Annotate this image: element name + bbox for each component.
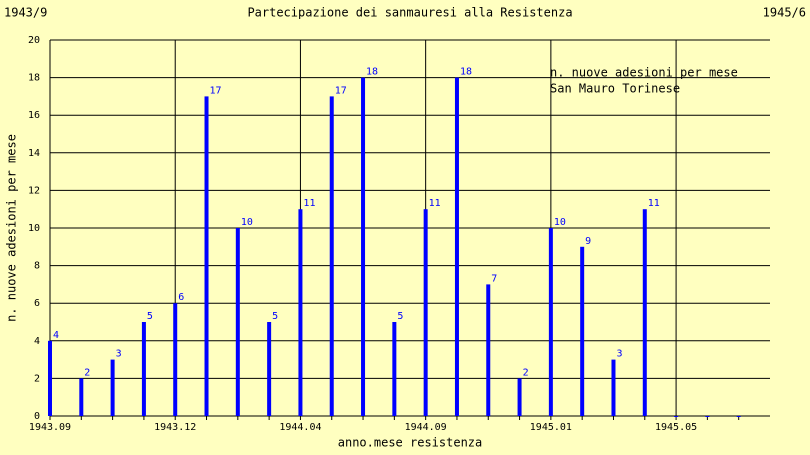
bar (361, 77, 366, 416)
bar (392, 322, 397, 416)
bar (517, 378, 522, 416)
y-tick-label: 20 (28, 35, 40, 46)
bar (548, 228, 553, 416)
bar (705, 416, 710, 417)
value-label: 5 (397, 311, 403, 322)
y-tick-label: 8 (34, 261, 40, 272)
x-tick-label: 1944.09 (405, 422, 447, 433)
value-label: 5 (272, 311, 278, 322)
value-label: 2 (523, 367, 529, 378)
annotation: n. nuove adesioni per mese (550, 66, 738, 80)
x-tick-label: 1943.12 (154, 422, 196, 433)
value-label: 6 (178, 292, 184, 303)
y-tick-label: 0 (34, 411, 40, 422)
bar (204, 96, 209, 417)
y-tick-label: 12 (28, 185, 40, 196)
bar (736, 416, 741, 417)
bar (267, 322, 272, 416)
y-tick-label: 2 (34, 373, 40, 384)
value-label: 2 (84, 367, 90, 378)
y-tick-label: 14 (28, 148, 40, 159)
bar (486, 284, 491, 416)
corner-right: 1945/6 (763, 6, 806, 20)
corner-left: 1943/9 (4, 6, 47, 20)
bar (454, 77, 459, 416)
bar (674, 416, 679, 417)
bar (298, 209, 303, 416)
value-label: 10 (554, 217, 566, 228)
bar (329, 96, 334, 417)
value-label: 4 (53, 330, 59, 341)
value-label: 11 (429, 198, 441, 209)
value-label: 17 (210, 85, 222, 96)
bar (423, 209, 428, 416)
value-label: 7 (491, 273, 497, 284)
y-tick-label: 18 (28, 73, 40, 84)
x-tick-label: 1943.09 (29, 422, 71, 433)
x-tick-label: 1945.01 (530, 422, 572, 433)
value-label: 5 (147, 311, 153, 322)
value-label: 11 (303, 198, 315, 209)
y-tick-label: 4 (34, 336, 40, 347)
bar (611, 359, 616, 416)
y-tick-label: 16 (28, 110, 40, 121)
bar (235, 228, 240, 416)
value-label: 11 (648, 198, 660, 209)
x-tick-label: 1944.04 (279, 422, 321, 433)
bar (110, 359, 115, 416)
annotation: San Mauro Torinese (550, 82, 680, 96)
y-axis-label: n. nuove adesioni per mese (5, 134, 19, 322)
bar (141, 322, 146, 416)
bar (642, 209, 647, 416)
value-label: 9 (585, 236, 591, 247)
bar (580, 246, 585, 416)
chart-title: Partecipazione dei sanmauresi alla Resis… (247, 6, 572, 20)
value-label: 18 (460, 67, 472, 78)
bar (48, 340, 52, 416)
value-label: 17 (335, 85, 347, 96)
bar (79, 378, 84, 416)
x-axis-label: anno.mese resistenza (338, 436, 483, 450)
y-tick-label: 6 (34, 298, 40, 309)
value-label: 3 (616, 349, 622, 360)
y-tick-label: 10 (28, 223, 40, 234)
value-label: 3 (116, 349, 122, 360)
value-label: 10 (241, 217, 253, 228)
x-tick-label: 1945.05 (655, 422, 697, 433)
value-label: 18 (366, 67, 378, 78)
bar (173, 303, 178, 416)
